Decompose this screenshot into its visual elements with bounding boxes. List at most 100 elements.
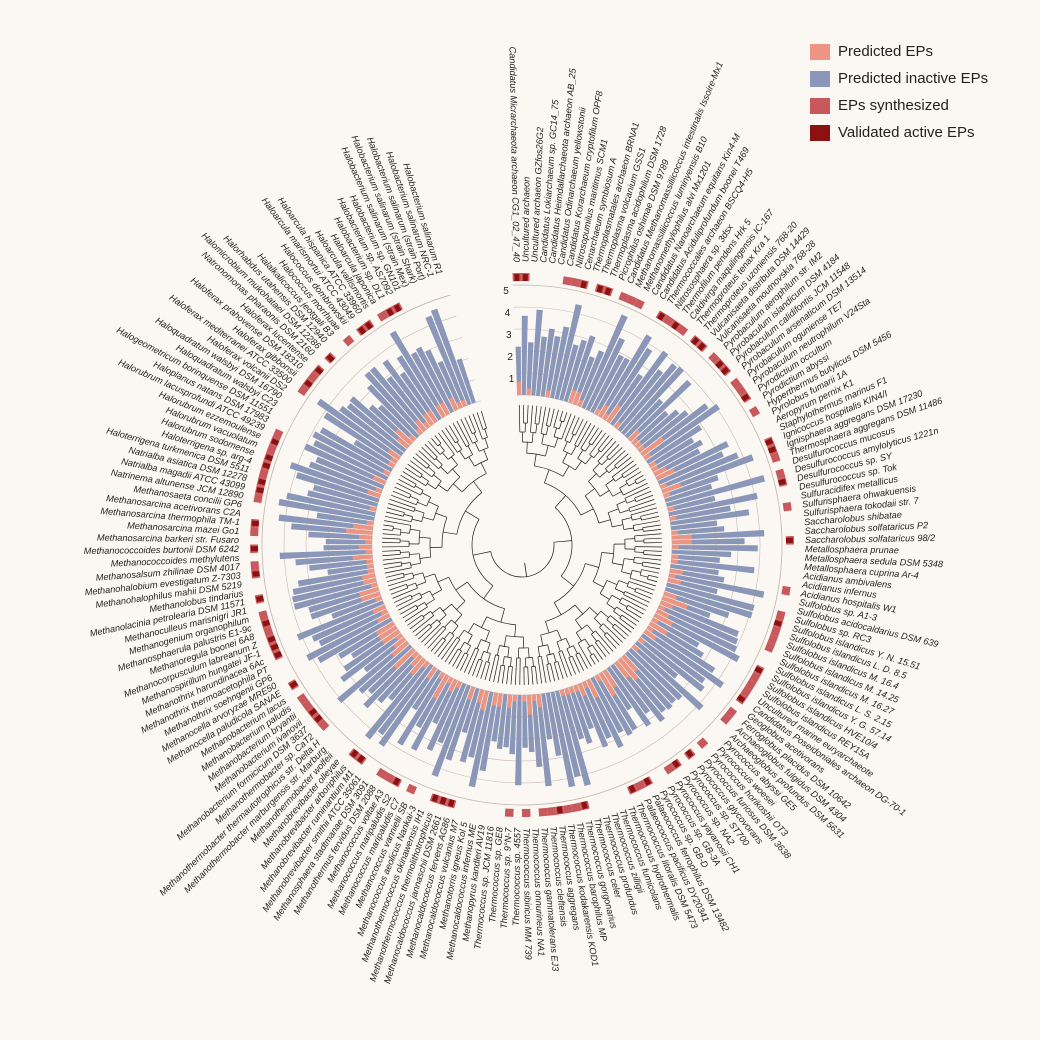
tree-branch xyxy=(544,469,550,484)
predicted-inactive-ep-bar xyxy=(655,609,738,653)
validated-active-mark xyxy=(270,438,280,446)
tree-branch xyxy=(431,589,442,596)
predicted-inactive-ep-bar xyxy=(643,629,725,689)
predicted-ep-bar xyxy=(568,389,577,404)
tree-branch xyxy=(577,449,584,459)
predicted-inactive-ep-bar xyxy=(657,451,724,485)
tree-branch xyxy=(394,594,411,603)
tree-branch xyxy=(398,597,423,611)
tree-branch xyxy=(510,666,513,685)
predicted-inactive-ep-bar xyxy=(445,686,476,761)
ep-synthesized-mark xyxy=(253,493,263,504)
predicted-inactive-ep-bar xyxy=(353,439,396,468)
predicted-ep-bar xyxy=(391,640,410,657)
ep-synthesized-mark xyxy=(266,444,277,455)
tree-branch xyxy=(584,488,595,497)
radial-bar-ring xyxy=(278,304,766,788)
validated-active-mark xyxy=(364,321,373,330)
tree-branch xyxy=(502,656,505,666)
tree-branch xyxy=(394,486,412,495)
tree-branch xyxy=(404,467,421,479)
predicted-inactive-ep-bar xyxy=(389,330,446,418)
predicted-inactive-ep-bar xyxy=(378,404,416,442)
predicted-inactive-ep-bar xyxy=(555,690,581,778)
validated-active-mark xyxy=(580,280,587,289)
validated-active-mark xyxy=(740,393,750,402)
predicted-inactive-ep-bar xyxy=(292,573,376,595)
tree-branch xyxy=(634,556,662,561)
tree-branch xyxy=(623,482,648,496)
predicted-inactive-ep-bar xyxy=(431,684,471,777)
tree-arc xyxy=(455,440,459,444)
ep-synthesized-mark xyxy=(376,310,389,322)
legend-label: Predicted EPs xyxy=(838,43,934,60)
predicted-ep-bar xyxy=(395,428,413,446)
predicted-inactive-ep-bar xyxy=(669,568,725,583)
tree-branch xyxy=(468,415,477,433)
tree-arc xyxy=(621,474,625,478)
predicted-ep-bar xyxy=(655,467,676,481)
predicted-ep-bar xyxy=(655,609,670,619)
tree-branch xyxy=(472,658,480,677)
tree-branch xyxy=(606,632,620,646)
predicted-ep-bar xyxy=(598,671,617,697)
tree-branch xyxy=(599,490,610,497)
tree-branch xyxy=(545,425,549,435)
predicted-inactive-ep-bar xyxy=(577,682,609,748)
tree-arc xyxy=(420,490,424,496)
predicted-ep-bar xyxy=(653,613,674,627)
predicted-inactive-ep-bar xyxy=(545,692,562,757)
predicted-inactive-ep-bar xyxy=(459,689,485,763)
tree-branch xyxy=(632,517,642,521)
tree-branch xyxy=(621,463,637,475)
tree-branch xyxy=(421,475,429,482)
predicted-ep-bar xyxy=(381,629,401,645)
predicted-ep-bar xyxy=(380,609,389,616)
tree-branch xyxy=(636,478,646,485)
predicted-inactive-ep-bar xyxy=(559,344,579,401)
predicted-inactive-ep-bar xyxy=(550,326,570,399)
bar-axis-tick-label: 2 xyxy=(507,352,513,363)
predicted-ep-bar xyxy=(369,506,377,512)
tree-branch xyxy=(603,634,617,649)
predicted-inactive-ep-bar xyxy=(293,582,378,610)
tree-branch xyxy=(624,486,650,499)
tree-branch xyxy=(531,666,534,685)
tree-branch xyxy=(641,516,660,521)
predicted-ep-bar xyxy=(358,534,373,540)
tree-branch xyxy=(410,460,433,478)
predicted-ep-bar xyxy=(598,404,609,418)
validated-active-mark xyxy=(314,714,323,723)
tree-branch xyxy=(597,440,617,462)
tree-branch xyxy=(507,647,510,658)
predicted-ep-bar xyxy=(372,475,387,485)
predicted-inactive-ep-bar xyxy=(319,427,393,473)
predicted-ep-bar xyxy=(671,530,679,535)
predicted-inactive-ep-bar xyxy=(617,363,678,432)
tree-branch xyxy=(612,562,624,566)
predicted-ep-bar xyxy=(663,591,678,600)
tree-branch xyxy=(628,581,655,591)
tree-branch xyxy=(616,606,640,623)
tree-branch xyxy=(384,515,412,523)
predicted-ep-bar xyxy=(358,545,373,550)
tree-branch xyxy=(433,474,442,482)
predicted-ep-bar xyxy=(376,613,391,624)
predicted-inactive-ep-bar xyxy=(667,495,716,512)
tree-branch xyxy=(474,442,480,452)
validated-active-mark xyxy=(447,798,455,808)
validated-active-mark xyxy=(715,360,724,369)
predicted-inactive-ep-bar xyxy=(663,591,730,619)
tree-branch xyxy=(616,500,627,505)
ep-synthesized-mark xyxy=(301,699,314,712)
predicted-ep-bar xyxy=(586,678,599,699)
tree-branch xyxy=(454,614,463,624)
predicted-inactive-ep-bar xyxy=(657,604,739,645)
tree-branch xyxy=(467,623,475,633)
tree-branch xyxy=(460,418,473,444)
ep-synthesized-mark xyxy=(317,719,330,731)
tree-arc xyxy=(447,464,458,474)
tree-branch xyxy=(480,462,487,474)
tree-arc xyxy=(546,663,551,665)
tree-arc xyxy=(597,449,602,453)
